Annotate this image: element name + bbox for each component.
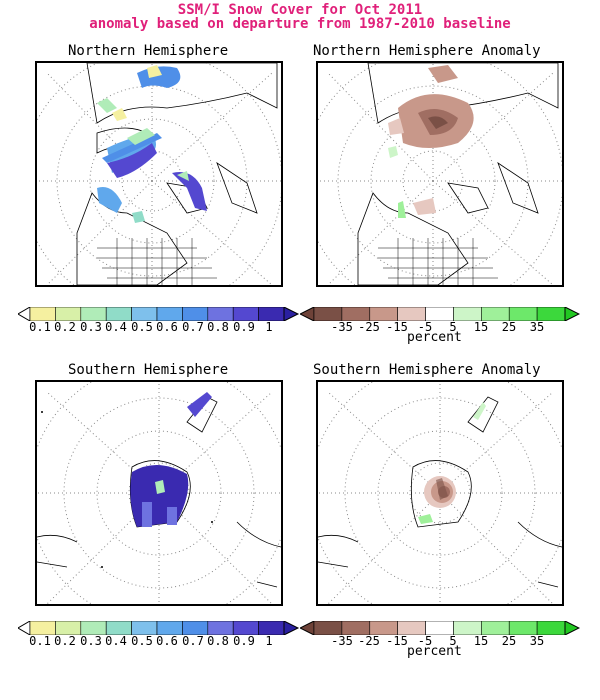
colorbar-swatch: [80, 307, 107, 321]
colorbar-swatch: [258, 307, 285, 321]
colorbar-swatch: [156, 621, 183, 635]
cbar-label: -25: [358, 320, 380, 334]
colorbar-swatch: [425, 307, 454, 321]
sh-anomaly-colorbar: [300, 621, 580, 635]
cbar-label: 0.9: [233, 634, 255, 648]
sh-anomaly-unit: percent: [407, 644, 462, 659]
colorbar-swatch: [453, 307, 482, 321]
sh-anomaly-title: Southern Hemisphere Anomaly: [313, 362, 541, 378]
colorbar-swatch: [313, 307, 343, 321]
cbar-label: 1: [265, 634, 273, 648]
map-title: SSM/I Snow Cover for Oct 2011: [177, 2, 423, 18]
sh-cover-colorbar: [18, 621, 300, 635]
sh-cover-title: Southern Hemisphere: [68, 362, 229, 378]
colorbar-swatch: [536, 621, 566, 635]
cbar-label: -5: [417, 634, 433, 648]
cbar-label: 0.7: [182, 634, 204, 648]
sh-anomaly-map: [316, 380, 564, 606]
cbar-label: -15: [386, 320, 408, 334]
cbar-label: -5: [417, 320, 433, 334]
colorbar-swatch: [131, 621, 158, 635]
cbar-label: 0.1: [29, 634, 51, 648]
cbar-label: 35: [529, 634, 545, 648]
colorbar-swatch: [29, 621, 56, 635]
colorbar-swatch: [29, 307, 56, 321]
cbar-label: 35: [529, 320, 545, 334]
colorbar-swatch: [258, 621, 285, 635]
cbar-label: -35: [331, 634, 353, 648]
cbar-label: 25: [501, 634, 517, 648]
cbar-label: -15: [386, 634, 408, 648]
cbar-label: 0.8: [207, 320, 229, 334]
cbar-label: 25: [501, 320, 517, 334]
colorbar-swatch: [131, 307, 158, 321]
nh-anomaly-unit: percent: [407, 330, 462, 345]
colorbar-swatch: [55, 621, 82, 635]
cbar-label: 15: [473, 320, 489, 334]
sh-cover-colorbar-labels: 0.1 0.2 0.3 0.4 0.5 0.6 0.7 0.8 0.9 1: [18, 634, 300, 648]
cbar-label: 0.5: [131, 320, 153, 334]
sh-snow-cover-map: [35, 380, 283, 606]
colorbar-swatch: [80, 621, 107, 635]
colorbar-swatch: [425, 621, 454, 635]
nh-cover-title: Northern Hemisphere: [68, 43, 229, 59]
nh-anomaly-map: [316, 61, 564, 287]
colorbar-swatch: [481, 621, 510, 635]
cbar-label: 0.2: [54, 634, 76, 648]
cbar-label: 0.7: [182, 320, 204, 334]
colorbar-swatch: [313, 621, 343, 635]
colorbar-swatch: [536, 307, 566, 321]
colorbar-swatch: [105, 621, 132, 635]
colorbar-swatch: [207, 307, 234, 321]
colorbar-swatch: [341, 621, 371, 635]
colorbar-swatch: [453, 621, 482, 635]
cbar-label: 15: [473, 634, 489, 648]
colorbar-swatch: [55, 307, 82, 321]
colorbar-swatch: [182, 307, 209, 321]
nh-cover-colorbar-labels: 0.1 0.2 0.3 0.4 0.5 0.6 0.7 0.8 0.9 1: [18, 320, 300, 334]
colorbar-swatch: [341, 307, 371, 321]
cbar-label: 0.8: [207, 634, 229, 648]
cbar-label: 0.5: [131, 634, 153, 648]
cbar-label: 0.2: [54, 320, 76, 334]
colorbar-swatch: [232, 621, 259, 635]
cbar-label: 0.3: [80, 634, 102, 648]
colorbar-swatch: [105, 307, 132, 321]
cbar-label: 0.1: [29, 320, 51, 334]
cbar-label: 1: [265, 320, 273, 334]
cbar-label: 5: [449, 320, 457, 334]
colorbar-swatch: [369, 621, 398, 635]
cbar-label: 0.6: [156, 634, 178, 648]
cbar-label: 0.3: [80, 320, 102, 334]
cbar-label: -25: [358, 634, 380, 648]
colorbar-swatch: [182, 621, 209, 635]
colorbar-swatch: [397, 307, 426, 321]
cbar-label: 0.9: [233, 320, 255, 334]
cbar-label: 0.4: [105, 320, 127, 334]
colorbar-swatch: [232, 307, 259, 321]
cbar-label: 5: [449, 634, 457, 648]
nh-anomaly-colorbar-labels: -35 -25 -15 -5 5 15 25 35: [300, 320, 580, 334]
colorbar-swatch: [156, 307, 183, 321]
cbar-label: 0.6: [156, 320, 178, 334]
sh-anomaly-colorbar-labels: -35 -25 -15 -5 5 15 25 35: [300, 634, 580, 648]
nh-cover-colorbar: [18, 307, 300, 321]
nh-anomaly-title: Northern Hemisphere Anomaly: [313, 43, 541, 59]
colorbar-swatch: [508, 307, 538, 321]
colorbar-swatch: [508, 621, 538, 635]
colorbar-swatch: [369, 307, 398, 321]
nh-snow-cover-map: [35, 61, 283, 287]
nh-anomaly-colorbar: [300, 307, 580, 321]
colorbar-swatch: [481, 307, 510, 321]
cbar-label: -35: [331, 320, 353, 334]
colorbar-swatch: [397, 621, 426, 635]
cbar-label: 0.4: [105, 634, 127, 648]
map-subtitle: anomaly based on departure from 1987-201…: [89, 16, 511, 32]
colorbar-swatch: [207, 621, 234, 635]
